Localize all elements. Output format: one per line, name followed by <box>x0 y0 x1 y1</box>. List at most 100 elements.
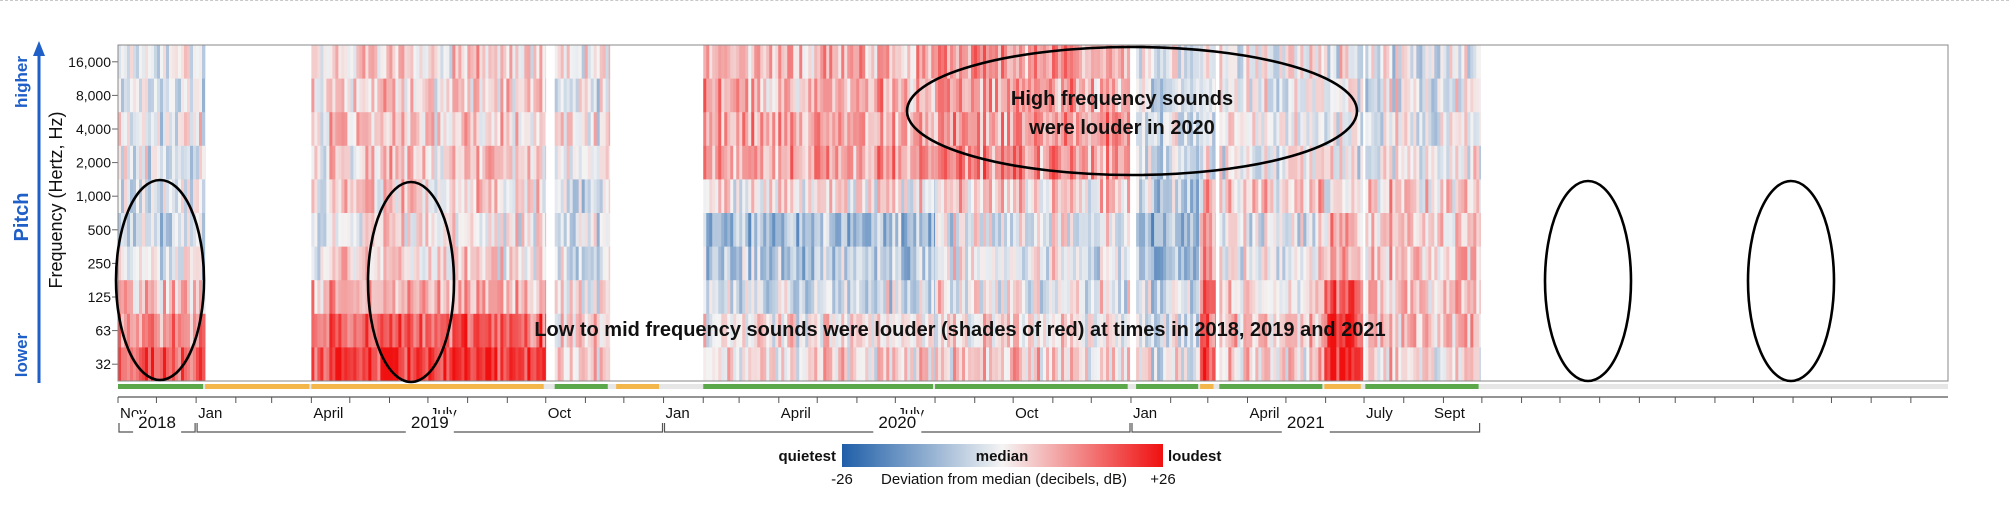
heatmap-cell <box>763 112 767 147</box>
heatmap-cell <box>928 246 932 281</box>
heatmap-cell <box>778 246 782 281</box>
heatmap-cell <box>1088 347 1092 382</box>
heatmap-cell <box>1464 313 1468 348</box>
heatmap-cell <box>133 145 137 180</box>
heatmap-cell <box>599 347 604 382</box>
heatmap-cell <box>1190 45 1194 79</box>
heatmap-cell <box>1336 45 1340 79</box>
heatmap-cell <box>506 213 510 247</box>
heatmap-cell <box>1237 347 1241 382</box>
heatmap-cell <box>1016 280 1020 315</box>
heatmap-cell <box>935 112 939 147</box>
heatmap-cell <box>826 313 830 348</box>
heatmap-cell <box>1148 313 1152 348</box>
heatmap-cell <box>536 45 540 79</box>
heatmap-cell <box>757 179 761 214</box>
heatmap-cell <box>521 112 525 147</box>
heatmap-cell <box>404 145 408 180</box>
heatmap-cell <box>494 45 498 79</box>
heatmap-cell <box>1136 280 1140 315</box>
heatmap-cell <box>404 313 408 348</box>
heatmap-cell <box>1470 313 1474 348</box>
heatmap-cell <box>980 112 984 147</box>
heatmap-cell <box>596 112 601 147</box>
heatmap-cell <box>536 347 540 382</box>
heatmap-cell <box>473 112 477 147</box>
heatmap-cell <box>974 45 978 79</box>
heatmap-cell <box>124 145 128 180</box>
heatmap-cell <box>1222 145 1226 180</box>
heatmap-cell <box>524 246 528 281</box>
heatmap-cell <box>971 347 975 382</box>
heatmap-cell <box>584 45 589 79</box>
heatmap-cell <box>901 112 905 147</box>
heatmap-cell <box>814 347 818 382</box>
heatmap-period <box>703 45 936 382</box>
heatmap-cell <box>1151 313 1155 348</box>
heatmap-cell <box>527 213 531 247</box>
heatmap-cell <box>1300 213 1304 247</box>
heatmap-cell <box>1046 78 1050 113</box>
heatmap-cell <box>995 347 999 382</box>
heatmap-cell <box>1380 280 1384 315</box>
heatmap-cell <box>1103 347 1107 382</box>
heatmap-cell <box>1243 112 1247 147</box>
heatmap-cell <box>431 246 435 281</box>
heatmap-cell <box>1175 347 1179 382</box>
heatmap-cell <box>536 78 540 113</box>
heatmap-cell <box>494 280 498 315</box>
heatmap-cell <box>392 45 396 79</box>
heatmap-cell <box>1255 213 1259 247</box>
heatmap-cell <box>1206 112 1210 147</box>
heatmap-cell <box>1264 45 1268 79</box>
heatmap-cell <box>724 112 728 147</box>
heatmap-cell <box>1404 313 1408 348</box>
heatmap-cell <box>1371 78 1375 113</box>
heatmap-cell <box>566 347 571 382</box>
heatmap-cell <box>590 347 595 382</box>
heatmap-cell <box>1395 145 1399 180</box>
heatmap-cell <box>1401 78 1405 113</box>
heatmap-cell <box>1103 213 1107 247</box>
heatmap-cell <box>377 112 381 147</box>
heatmap-cell <box>1157 213 1161 247</box>
heatmap-cell <box>1055 313 1059 348</box>
heatmap-cell <box>928 78 932 113</box>
heatmap-cell <box>166 213 170 247</box>
heatmap-cell <box>139 78 143 113</box>
heatmap-cell <box>965 313 969 348</box>
heatmap-cell <box>796 145 800 180</box>
heatmap-cell <box>362 246 366 281</box>
heatmap-cell <box>341 246 345 281</box>
heatmap-cell <box>925 78 929 113</box>
heatmap-cell <box>1166 313 1170 348</box>
heatmap-cell <box>739 145 743 180</box>
heatmap-cell <box>560 347 565 382</box>
heatmap-cell <box>892 145 896 180</box>
heatmap-cell <box>715 179 719 214</box>
heatmap-cell <box>515 112 519 147</box>
heatmap-cell <box>518 246 522 281</box>
heatmap-cell <box>500 45 504 79</box>
heatmap-cell <box>1163 347 1167 382</box>
heatmap-cell <box>1389 179 1393 214</box>
heatmap-cell <box>760 246 764 281</box>
heatmap-cell <box>1455 145 1459 180</box>
heatmap-cell <box>1288 313 1292 348</box>
heatmap-cell <box>1234 313 1238 348</box>
heatmap-cell <box>986 112 990 147</box>
heatmap-cell <box>1231 213 1235 247</box>
heatmap-cell <box>775 179 779 214</box>
heatmap-cell <box>956 45 960 79</box>
heatmap-cell <box>404 280 408 315</box>
heatmap-cell <box>1416 45 1420 79</box>
heatmap-cell <box>130 213 134 247</box>
heatmap-cell <box>844 145 848 180</box>
heatmap-cell <box>166 112 170 147</box>
heatmap-cell <box>1199 78 1201 113</box>
heatmap-cell <box>983 112 987 147</box>
heatmap-cell <box>347 145 351 180</box>
heatmap-cell <box>1094 280 1098 315</box>
heatmap-cell <box>1437 213 1441 247</box>
heatmap-cell <box>992 347 996 382</box>
